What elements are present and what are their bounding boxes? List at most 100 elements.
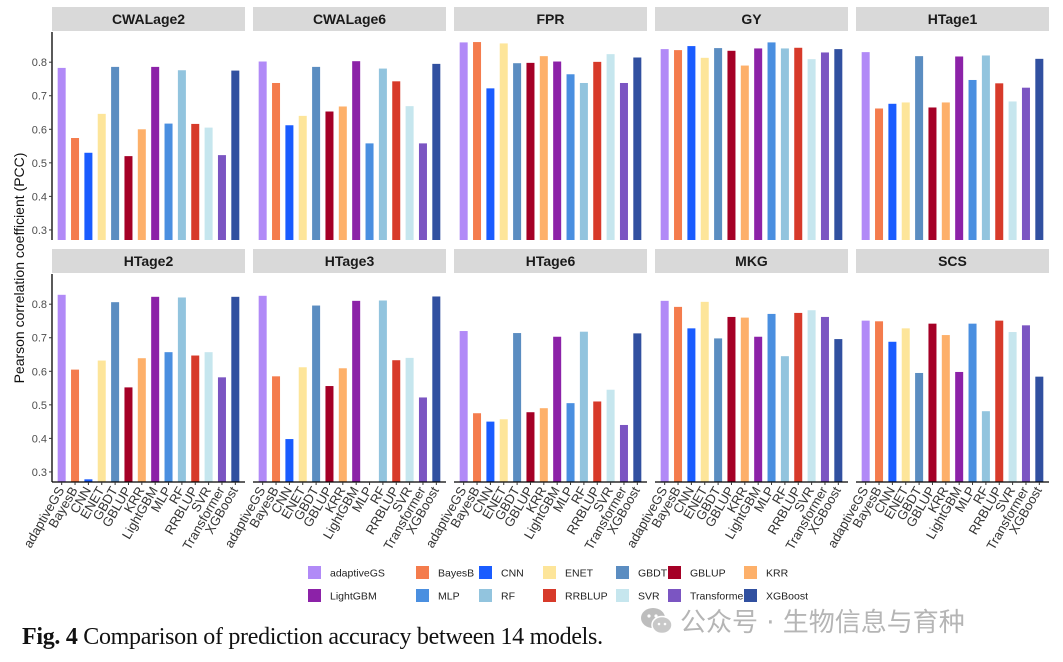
panel-strip [856,7,1049,31]
bar-cnn [285,125,294,240]
legend-item-lightgbm: LightGBM [308,589,377,603]
bar-rf [780,356,789,482]
bar-mlp [164,352,173,482]
bar-gblup [928,107,937,240]
legend-item-xgboost: XGBoost [744,589,808,603]
panel-htage2: HTage20.30.40.50.60.70.8adaptiveGSBayesB… [20,249,245,552]
bar-mlp [566,403,575,482]
panel-strip [253,249,446,273]
y-tick-label: 0.6 [32,366,47,378]
legend-swatch [616,566,629,579]
bar-gbdt [915,372,924,482]
bar-cnn [486,421,495,482]
bar-lightgbm [352,61,361,240]
panel-strip [454,7,647,31]
legend-label: SVR [638,591,660,603]
legend-label: CNN [501,568,524,580]
bar-lightgbm [151,66,160,240]
bar-krr [338,106,347,240]
panel-title: HTage3 [325,253,375,269]
legend-swatch [668,566,681,579]
bar-bayesb [71,369,80,482]
bar-rrblup [392,81,401,240]
bar-rrblup [995,83,1004,240]
legend-swatch [744,589,757,602]
panel-strip [454,249,647,273]
legend-label: RRBLUP [565,591,608,603]
watermark-text: 公众号 · 生物信息与育种 [680,608,965,638]
bar-lightgbm [754,336,763,482]
bar-adaptivegs [459,42,468,241]
legend-swatch [668,589,681,602]
bar-transformer [217,377,226,482]
legend-label: RF [501,591,515,603]
legend-label: MLP [438,591,460,603]
bar-gblup [124,387,133,482]
y-tick-label: 0.5 [32,400,47,412]
bar-rrblup [593,61,602,240]
bar-enet [700,57,709,240]
legend-label: ENET [565,568,594,580]
bar-xgboost [633,333,642,482]
bar-transformer [619,82,628,241]
bar-bayesb [674,50,683,241]
legend-label: adaptiveGS [330,568,385,580]
bar-xgboost [834,339,843,482]
bar-rf [378,68,387,240]
panel-htage1: HTage1 [856,7,1049,241]
bar-adaptivegs [861,320,870,482]
bar-krr [941,102,950,240]
bar-gblup [727,316,736,482]
legend-label: GBDT [638,568,668,580]
legend: adaptiveGS BayesB CNN ENET GBDT GBLUP KRR Light… [308,566,808,603]
bar-enet [298,115,307,240]
bar-lightgbm [955,371,964,482]
bar-xgboost [834,49,843,240]
bar-rf [579,331,588,482]
bar-adaptivegs [660,300,669,482]
y-tick-label: 0.7 [32,333,47,345]
bar-krr [539,56,548,241]
bar-svr [405,357,414,482]
bar-transformer [1021,325,1030,482]
bar-bayesb [875,108,884,241]
bar-adaptivegs [459,331,468,482]
legend-swatch [416,589,429,602]
bar-gblup [325,386,334,482]
caption-label: Fig. 4 [22,624,78,650]
bar-adaptivegs [861,52,870,240]
legend-label: XGBoost [766,591,808,603]
bar-transformer [217,155,226,240]
bar-adaptivegs [57,294,66,482]
bar-rrblup [794,47,803,240]
bar-cnn [84,479,93,482]
bar-cnn [84,152,93,240]
legend-item-rf: RF [479,589,515,603]
bar-lightgbm [553,336,562,482]
panel-scs: SCSadaptiveGSBayesBCNNENETGBDTGBLUPKRRLi… [824,249,1049,552]
bar-cnn [888,341,897,482]
bar-lightgbm [151,296,160,482]
bar-rf [981,55,990,241]
bar-enet [901,328,910,482]
panel-title: FPR [537,11,565,27]
bar-adaptivegs [258,295,267,482]
panel-strip [856,249,1049,273]
bar-rf [981,411,990,482]
legend-item-enet: ENET [543,566,594,580]
bar-rrblup [392,360,401,482]
bar-transformer [820,316,829,482]
bar-gbdt [513,333,522,482]
bar-svr [1008,332,1017,482]
bar-gbdt [714,338,723,482]
bar-rrblup [191,123,200,240]
legend-item-cnn: CNN [479,566,524,580]
bar-gbdt [915,56,924,241]
bar-xgboost [432,63,441,241]
bar-xgboost [1035,58,1044,241]
bar-rf [177,70,186,240]
panel-title: CWALage6 [313,11,386,27]
panel-title: HTage2 [124,253,174,269]
bar-xgboost [633,57,642,240]
y-tick-label: 0.7 [32,91,47,103]
